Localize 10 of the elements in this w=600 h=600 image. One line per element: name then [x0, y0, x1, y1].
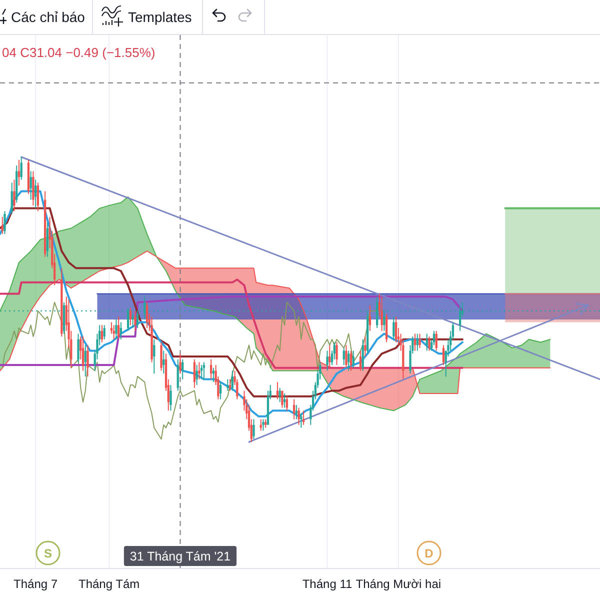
x-tick-label: Tháng 7 [14, 577, 58, 591]
ref-line-label: 31 Tháng Tám '21 [130, 550, 231, 564]
x-tick-label: Tháng Mười hai [356, 577, 442, 591]
text: D [424, 546, 434, 560]
x-tick-label: Tháng Tám [78, 577, 140, 591]
x-tick-label: Tháng 11 [302, 577, 352, 591]
text: Templates [128, 9, 192, 25]
text: Các chỉ báo [11, 9, 86, 25]
text: S [44, 546, 52, 560]
text: 04 C31.04 −0.49 (−1.55%) [2, 45, 156, 60]
